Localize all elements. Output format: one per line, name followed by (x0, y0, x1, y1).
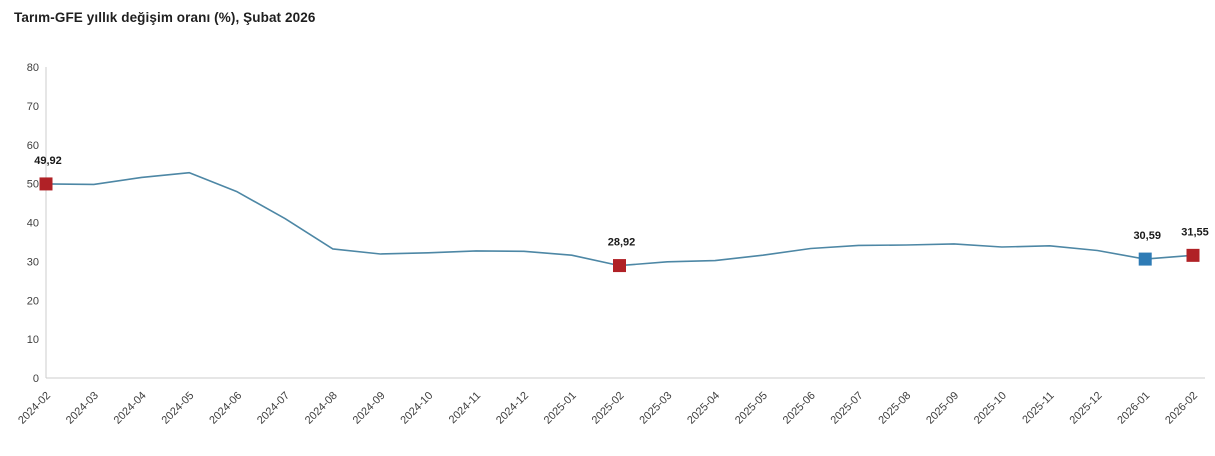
data-point-marker (39, 177, 53, 191)
x-tick-label: 2024-04 (112, 390, 149, 427)
x-tick-label: 2024-12 (494, 390, 531, 427)
y-tick-label: 60 (27, 140, 39, 152)
x-tick-label: 2024-10 (398, 390, 435, 427)
y-tick-label: 20 (27, 295, 39, 307)
y-tick-label: 30 (27, 256, 39, 268)
x-tick-label: 2024-06 (207, 390, 244, 427)
x-tick-label: 2026-01 (1115, 390, 1152, 427)
data-point-label: 31,55 (1181, 226, 1209, 238)
data-point-label: 49,92 (34, 155, 62, 167)
y-tick-label: 50 (27, 179, 39, 191)
x-tick-label: 2025-04 (685, 390, 722, 427)
line-series (45, 171, 1194, 267)
chart-title: Tarım-GFE yıllık değişim oranı (%), Şuba… (14, 10, 316, 25)
data-point-marker (1186, 248, 1200, 262)
x-tick-label: 2024-11 (447, 390, 483, 426)
x-tick-label: 2025-11 (1020, 390, 1056, 426)
x-tick-label: 2025-09 (924, 390, 961, 427)
x-tick-label: 2025-12 (1068, 390, 1105, 427)
x-tick-label: 2024-02 (16, 390, 53, 427)
y-tick-label: 70 (27, 101, 39, 113)
y-tick-label: 40 (27, 218, 39, 230)
x-tick-label: 2024-07 (255, 390, 292, 427)
x-tick-label: 2024-09 (351, 390, 388, 427)
y-tick-label: 10 (27, 334, 39, 346)
y-tick-label: 80 (27, 62, 39, 74)
x-tick-label: 2024-03 (64, 390, 101, 427)
data-point-label: 30,59 (1133, 230, 1161, 242)
x-tick-label: 2025-07 (829, 390, 866, 427)
x-tick-label: 2025-02 (590, 390, 627, 427)
x-tick-label: 2025-08 (876, 390, 913, 427)
y-tick-label: 0 (33, 373, 39, 385)
data-point-label: 28,92 (608, 237, 636, 249)
data-point-marker (613, 259, 626, 273)
x-tick-label: 2024-05 (159, 390, 196, 427)
x-tick-label: 2025-03 (637, 390, 674, 427)
x-tick-label: 2025-10 (972, 390, 1009, 427)
x-tick-label: 2024-08 (303, 390, 340, 427)
x-tick-label: 2025-06 (781, 390, 818, 427)
x-tick-label: 2026-02 (1163, 390, 1200, 427)
x-tick-label: 2025-01 (542, 390, 579, 427)
data-point-marker (1138, 252, 1152, 266)
x-tick-label: 2025-05 (733, 390, 770, 427)
